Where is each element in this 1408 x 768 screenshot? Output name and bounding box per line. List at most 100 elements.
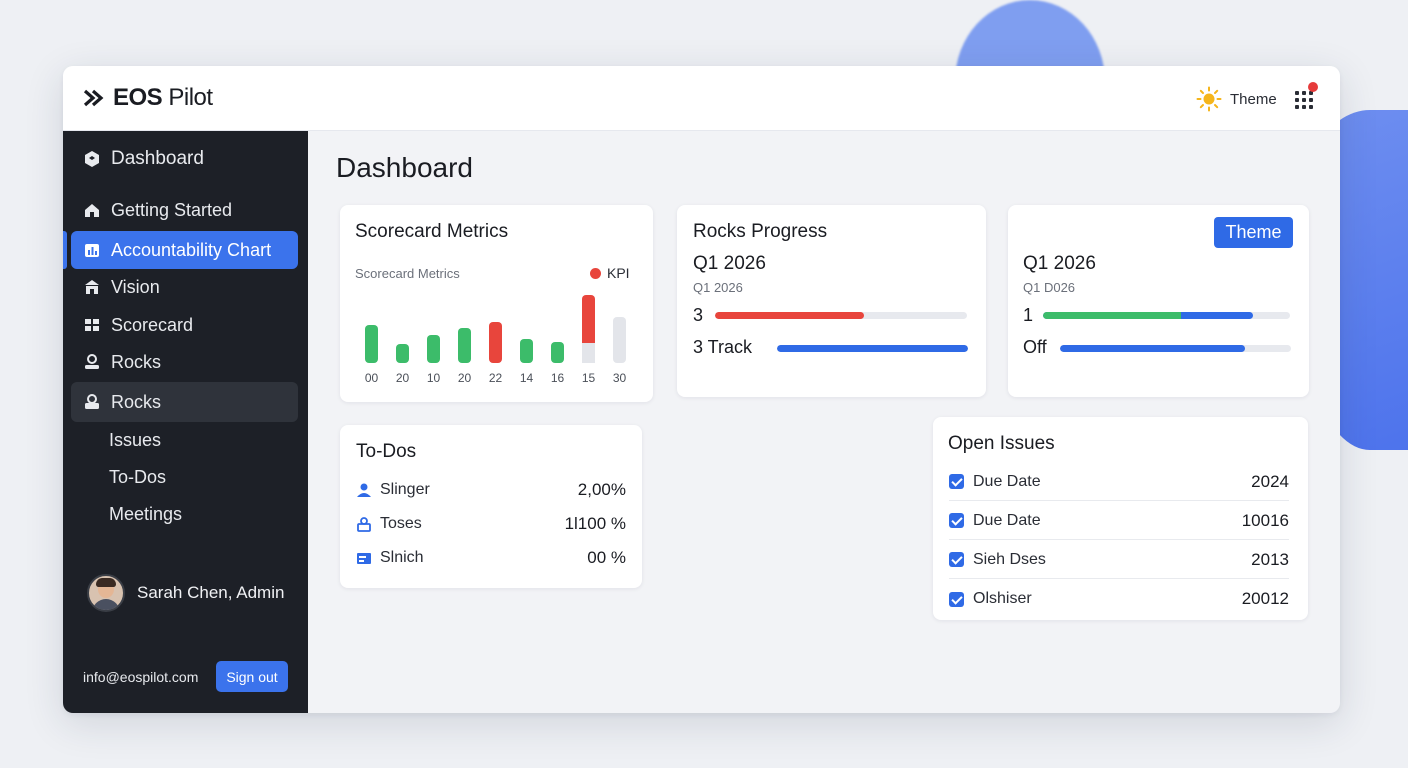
theme-button[interactable]: Theme xyxy=(1214,217,1293,248)
chart-bar xyxy=(520,339,533,363)
todo-label: Toses xyxy=(380,515,422,532)
issue-row[interactable]: Due Date 10016 xyxy=(949,502,1289,540)
issue-row[interactable]: Due Date 2024 xyxy=(949,463,1289,501)
chart-bar xyxy=(458,328,471,363)
x-tick-label: 00 xyxy=(365,371,379,383)
issue-row[interactable]: Olshiser 20012 xyxy=(949,580,1289,618)
todo-label: Slinger xyxy=(380,481,430,498)
user-profile[interactable]: Sarah Chen, Admin xyxy=(87,574,284,612)
sidebar-item-accountability-chart[interactable]: Accountability Chart xyxy=(71,231,298,269)
progress-track xyxy=(777,345,968,352)
todo-value: 2,00% xyxy=(577,480,626,499)
chart-bar xyxy=(489,322,502,363)
app-name-bold: EOS xyxy=(113,84,163,111)
sidebar-item-label: Getting Started xyxy=(111,199,233,220)
progress-fill-green xyxy=(1043,312,1182,319)
todo-row[interactable]: Slinger 2,00% xyxy=(356,478,626,502)
sun-icon xyxy=(1196,86,1222,112)
grid-icon xyxy=(85,319,99,331)
checkbox[interactable] xyxy=(949,552,964,567)
progress-fill xyxy=(1060,345,1245,352)
sidebar-item-dashboard[interactable]: Dashboard xyxy=(71,140,298,178)
sidebar-item-rocks[interactable]: Rocks xyxy=(71,343,298,381)
issue-label: Due Date xyxy=(973,511,1041,529)
checkbox[interactable] xyxy=(949,513,964,528)
issue-value: 10016 xyxy=(1241,510,1289,530)
sidebar-item-label: Issues xyxy=(109,429,162,450)
sidebar-item-label: To-Dos xyxy=(109,466,167,487)
board-icon xyxy=(357,553,371,564)
issue-label: Due Date xyxy=(973,472,1041,490)
sidebar-item-scorecard[interactable]: Scorecard xyxy=(71,306,298,344)
progress-fill xyxy=(715,312,864,319)
progress-track xyxy=(715,312,967,319)
progress-label: 3 xyxy=(693,305,704,325)
app-name-light: Pilot xyxy=(168,84,213,111)
avatar xyxy=(87,574,125,612)
sidebar-item-meetings[interactable]: Meetings xyxy=(71,495,298,533)
theme-toggle[interactable]: Theme xyxy=(1196,86,1277,112)
progress-label: 3 Track xyxy=(693,337,753,357)
sidebar-item-label: Rocks xyxy=(111,351,162,372)
todo-row[interactable]: Toses 1l100 % xyxy=(356,512,626,536)
x-tick-label: 16 xyxy=(551,371,565,383)
sidebar-item-label: Meetings xyxy=(109,503,183,524)
issue-label: Sieh Dses xyxy=(973,550,1046,568)
todo-value: 00 % xyxy=(587,548,626,567)
quarter-label: Q1 2026 xyxy=(1023,253,1096,274)
sidebar-item-label: Rocks xyxy=(111,391,162,412)
issue-value: 2013 xyxy=(1251,549,1289,569)
app-name: EOS Pilot xyxy=(113,84,213,112)
active-indicator xyxy=(63,231,67,269)
chart-bar xyxy=(396,344,409,363)
sidebar-item-issues[interactable]: Issues xyxy=(71,421,298,459)
x-tick-label: 15 xyxy=(582,371,596,383)
progress-label: Off xyxy=(1023,337,1047,357)
card-title: Open Issues xyxy=(948,433,1055,454)
page-title: Dashboard xyxy=(336,152,473,183)
scorecard-card: Scorecard Metrics Scorecard Metrics KPI … xyxy=(340,205,653,402)
quarter-sublabel: Q1 2026 xyxy=(693,280,743,295)
checkbox[interactable] xyxy=(949,474,964,489)
x-tick-label: 20 xyxy=(458,371,472,383)
building-icon xyxy=(85,280,99,294)
quarter-sublabel: Q1 D026 xyxy=(1023,280,1076,295)
sidebar-item-vision[interactable]: Vision xyxy=(71,268,298,306)
app-logo[interactable]: EOS Pilot xyxy=(83,84,213,112)
todo-value: 1l100 % xyxy=(564,514,626,533)
user-email: info@eospilot.com xyxy=(83,669,199,685)
lock-icon xyxy=(357,517,371,532)
card-title: To-Dos xyxy=(356,441,417,462)
x-tick-label: 22 xyxy=(489,371,503,383)
chart-bar xyxy=(427,335,440,363)
legend-label: KPI xyxy=(607,265,630,281)
checkbox[interactable] xyxy=(949,591,964,607)
app-window: EOS Pilot Theme xyxy=(63,66,1340,713)
issue-row[interactable]: Sieh Dses 2013 xyxy=(949,541,1289,579)
home-icon xyxy=(85,204,99,217)
sidebar-item-rocks-2[interactable]: Rocks xyxy=(71,382,298,422)
chart-subtitle: Scorecard Metrics xyxy=(355,266,460,281)
person-icon xyxy=(357,483,371,497)
sidebar-item-todos[interactable]: To-Dos xyxy=(71,458,298,496)
lock-icon xyxy=(85,394,99,409)
progress-fill xyxy=(777,345,968,352)
issue-label: Olshiser xyxy=(973,590,1032,607)
x-tick-label: 10 xyxy=(427,371,441,383)
chart-bar xyxy=(613,317,626,363)
apps-grid-button[interactable] xyxy=(1294,82,1318,110)
user-name: Sarah Chen, Admin xyxy=(137,583,285,602)
sidebar-header-label: Dashboard xyxy=(111,148,204,169)
todo-label: Slnich xyxy=(380,549,424,566)
rocks-progress-card: Rocks Progress Q1 2026 Q1 2026 3 3 Track xyxy=(677,205,986,397)
todo-row[interactable]: Slnich 00 % xyxy=(356,546,626,570)
chart-legend: KPI xyxy=(590,265,630,281)
logo-icon xyxy=(83,89,104,107)
theme-quarter-card: Theme Q1 2026 Q1 D026 1 Off xyxy=(1008,205,1309,397)
issue-value: 20012 xyxy=(1241,589,1289,608)
top-bar: EOS Pilot Theme xyxy=(63,66,1340,131)
sidebar-item-getting-started[interactable]: Getting Started xyxy=(71,191,298,229)
sidebar-item-label: Scorecard xyxy=(111,314,194,335)
sign-out-button[interactable]: Sign out xyxy=(216,661,288,692)
x-tick-label: 20 xyxy=(396,371,410,383)
